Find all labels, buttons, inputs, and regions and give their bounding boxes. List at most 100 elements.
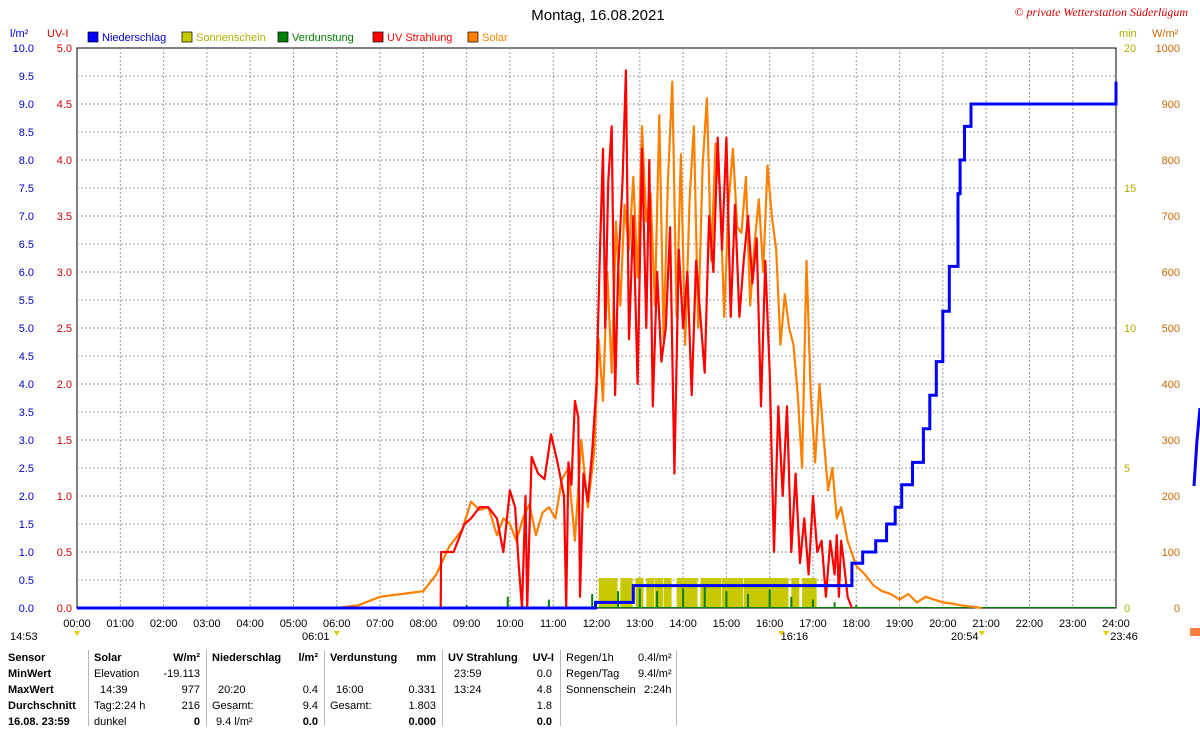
y-tick-precip: 5.5	[19, 295, 34, 307]
sunshine-bar	[683, 578, 692, 608]
time-marker-icon	[1103, 631, 1110, 636]
sunshine-bar	[624, 578, 633, 608]
time-markers: 14:53 06:01 16:16 20:54 23:46	[10, 631, 1138, 643]
stats-solar-min-label: Elevation	[94, 668, 140, 680]
sunshine-bar	[676, 578, 685, 608]
sunshine-bar	[706, 578, 715, 608]
y-tick-uv: 0.5	[57, 547, 72, 559]
legend-swatch	[277, 31, 289, 43]
y-tick-sunshine: 10	[1124, 323, 1136, 335]
precipitation-line	[77, 81, 1118, 610]
y-tick-precip: 8.5	[19, 127, 34, 139]
y-tick-precip: 2.0	[19, 491, 34, 503]
time-marker-icon	[74, 631, 80, 636]
time-marker-icon	[978, 631, 985, 636]
stats-precip-max-value: 0.4	[302, 684, 318, 696]
x-tick-label: 24:00	[1102, 618, 1130, 630]
sunshine-bar	[756, 578, 765, 608]
sunshine-bar	[735, 578, 744, 608]
y-tick-uv: 3.0	[57, 267, 72, 279]
y-tick-uv: 4.5	[57, 99, 72, 111]
sunshine-bar	[602, 578, 611, 608]
weather-chart: 00:00 01:00 02:00 03:00 04:00 05:00 06:00 07:00…	[10, 5, 1200, 643]
y-tick-precip: 3.0	[19, 435, 34, 447]
stats-precip-unit: l/m²	[298, 652, 318, 664]
stats-header-sensor: Sensor	[8, 652, 46, 664]
sunshine-bar	[728, 578, 737, 608]
copyright-note: © private Wetterstation Süderlügum	[1014, 5, 1188, 19]
time-marker-label: 14:53	[10, 631, 38, 643]
sunshine-bar	[750, 578, 759, 608]
y-tick-sunshine: 15	[1124, 183, 1136, 195]
y-tick-precip: 7.5	[19, 183, 34, 195]
x-tick-label: 08:00	[410, 618, 438, 630]
x-tick-label: 19:00	[886, 618, 914, 630]
x-tick-label: 22:00	[1016, 618, 1044, 630]
sunshine-bar	[620, 578, 629, 608]
x-tick-label: 03:00	[193, 618, 221, 630]
x-tick-label: 21:00	[972, 618, 1000, 630]
y-tick-uv: 1.5	[57, 435, 72, 447]
stats-precip-total-label: Gesamt:	[212, 700, 254, 712]
sunshine-bar	[769, 578, 778, 608]
axis-labels: 00:00 01:00 02:00 03:00 04:00 05:00 06:00 07:00…	[13, 43, 1180, 630]
stats-evap-unit: mm	[416, 652, 436, 664]
y-tick-solar: 0	[1174, 603, 1180, 615]
corner-swatch	[1190, 628, 1200, 636]
stats-uv-max-label: 13:24	[454, 684, 482, 696]
legend-swatch	[87, 31, 99, 43]
sunshine-bar	[598, 578, 607, 608]
legend-label: Verdunstung	[292, 32, 354, 44]
y-tick-uv: 5.0	[57, 43, 72, 55]
y-tick-solar: 800	[1162, 155, 1180, 167]
y-tick-uv: 2.5	[57, 323, 72, 335]
x-tick-label: 11:00	[540, 618, 567, 630]
stats-evap-max-label: 16:00	[336, 684, 364, 696]
sunshine-bar	[609, 578, 618, 608]
stats-solar-header: Solar	[94, 652, 122, 664]
y-tick-precip: 4.0	[19, 379, 34, 391]
x-tick-label: 17:00	[799, 618, 827, 630]
y-tick-precip: 7.0	[19, 211, 34, 223]
sunshine-bar	[776, 578, 785, 608]
sunshine-bar	[654, 578, 663, 608]
legend-swatch	[372, 31, 384, 43]
sunshine-bar	[663, 578, 672, 608]
x-tick-label: 04:00	[236, 618, 264, 630]
stats-precip-total-value: 9.4	[302, 700, 318, 712]
sunshine-bar	[689, 578, 698, 608]
uv-line	[439, 69, 853, 610]
x-tick-label: 20:00	[929, 618, 957, 630]
y-tick-sunshine: 0	[1124, 603, 1130, 615]
x-tick-label: 07:00	[366, 618, 394, 630]
gridlines	[77, 48, 1116, 608]
y-tick-precip: 8.0	[19, 155, 34, 167]
y-tick-solar: 400	[1162, 379, 1180, 391]
legend-label: Solar	[482, 32, 508, 44]
stats-rain-hour-label: Regen/1h	[566, 652, 614, 664]
stats-precip-date-value: 0.0	[302, 716, 318, 728]
y-tick-precip: 9.0	[19, 99, 34, 111]
y-tick-uv: 1.0	[57, 491, 72, 503]
sunshine-bar	[802, 578, 811, 608]
y-tick-solar: 600	[1162, 267, 1180, 279]
x-tick-label: 16:00	[756, 618, 784, 630]
y-tick-precip: 1.5	[19, 519, 34, 531]
stats-sunshine-value: 2:24h	[644, 684, 672, 696]
y-tick-solar: 1000	[1156, 43, 1180, 55]
sunshine-bar	[808, 578, 817, 608]
x-tick-label: 02:00	[150, 618, 178, 630]
x-tick-label: 00:00	[63, 618, 91, 630]
stats-solar-date-value: 0	[193, 716, 200, 728]
stats-solar-unit: W/m²	[173, 652, 200, 664]
y-tick-solar: 900	[1162, 99, 1180, 111]
y-tick-precip: 6.0	[19, 267, 34, 279]
y-tick-precip: 4.5	[19, 351, 34, 363]
sunshine-bar	[791, 578, 800, 608]
stats-solar-date-label: dunkel	[94, 716, 127, 728]
stats-uv-min-label: 23:59	[454, 668, 482, 680]
stats-solar-max-value: 977	[181, 684, 200, 696]
time-marker-label: 06:01	[302, 631, 330, 643]
x-tick-label: 01:00	[107, 618, 135, 630]
x-tick-label: 12:00	[583, 618, 611, 630]
